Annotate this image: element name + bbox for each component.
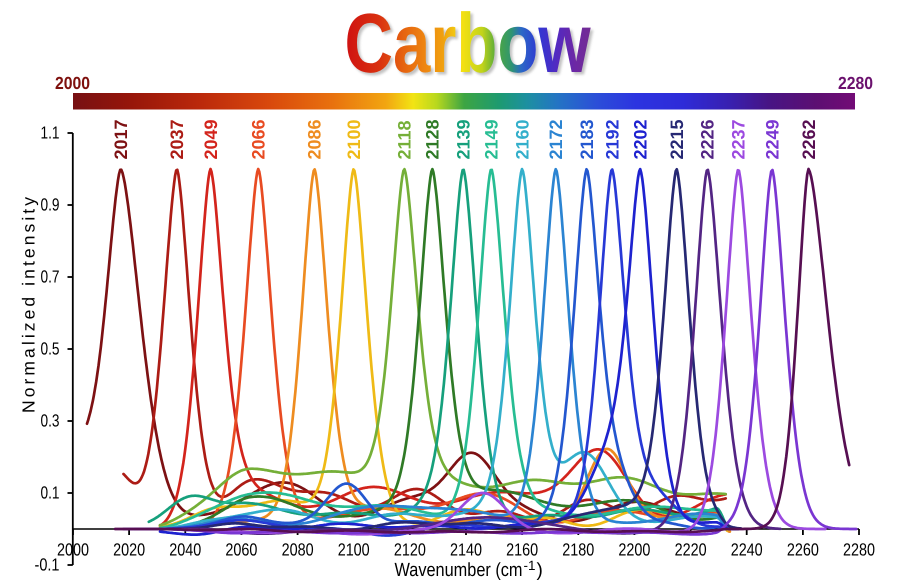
svg-text:Normalized intensity: Normalized intensity (19, 197, 39, 413)
svg-text:2249: 2249 (762, 119, 782, 159)
svg-text:2128: 2128 (423, 119, 443, 159)
svg-text:2220: 2220 (675, 540, 707, 560)
svg-text:2260: 2260 (787, 540, 819, 560)
svg-text:2240: 2240 (731, 540, 763, 560)
svg-text:2000: 2000 (57, 540, 89, 560)
svg-text:Carbow: Carbow (345, 0, 592, 90)
svg-text:2149: 2149 (482, 119, 502, 159)
svg-text:2120: 2120 (394, 540, 426, 560)
svg-text:2040: 2040 (169, 540, 201, 560)
svg-text:2183: 2183 (577, 119, 597, 159)
svg-text:2160: 2160 (506, 540, 538, 560)
svg-text:2215: 2215 (667, 119, 687, 159)
svg-text:2172: 2172 (546, 119, 566, 159)
svg-text:): ) (537, 560, 543, 580)
svg-text:2200: 2200 (618, 540, 650, 560)
svg-text:Wavenumber (cm: Wavenumber (cm (395, 560, 523, 580)
svg-text:2160: 2160 (512, 119, 532, 159)
svg-text:2226: 2226 (698, 119, 718, 159)
svg-text:2237: 2237 (729, 119, 749, 159)
svg-text:0.7: 0.7 (41, 267, 60, 287)
svg-text:2140: 2140 (450, 540, 482, 560)
svg-text:2180: 2180 (562, 540, 594, 560)
svg-text:2118: 2118 (395, 120, 415, 159)
svg-text:2100: 2100 (338, 540, 370, 560)
svg-text:2060: 2060 (225, 540, 257, 560)
svg-text:2280: 2280 (843, 540, 875, 560)
svg-text:2100: 2100 (344, 119, 364, 159)
svg-text:-1: -1 (524, 558, 536, 573)
svg-text:0.9: 0.9 (41, 195, 60, 215)
svg-text:1.1: 1.1 (41, 123, 60, 143)
svg-text:0.3: 0.3 (41, 411, 60, 431)
svg-text:2000: 2000 (55, 73, 90, 93)
svg-text:2049: 2049 (201, 119, 221, 159)
svg-text:2202: 2202 (630, 119, 650, 159)
svg-text:0.5: 0.5 (41, 339, 60, 359)
svg-text:2037: 2037 (167, 119, 187, 159)
svg-text:2066: 2066 (249, 119, 269, 159)
svg-text:Carbow: Carbow (347, 0, 594, 93)
svg-text:2139: 2139 (454, 119, 474, 159)
svg-text:2017: 2017 (111, 119, 131, 159)
svg-text:2262: 2262 (799, 119, 819, 159)
svg-text:-0.1: -0.1 (35, 555, 60, 575)
svg-text:2192: 2192 (602, 119, 622, 159)
svg-text:2080: 2080 (282, 540, 314, 560)
svg-text:2020: 2020 (113, 540, 145, 560)
svg-text:0.1: 0.1 (41, 483, 60, 503)
svg-text:2086: 2086 (305, 119, 325, 159)
svg-text:2280: 2280 (838, 73, 873, 93)
